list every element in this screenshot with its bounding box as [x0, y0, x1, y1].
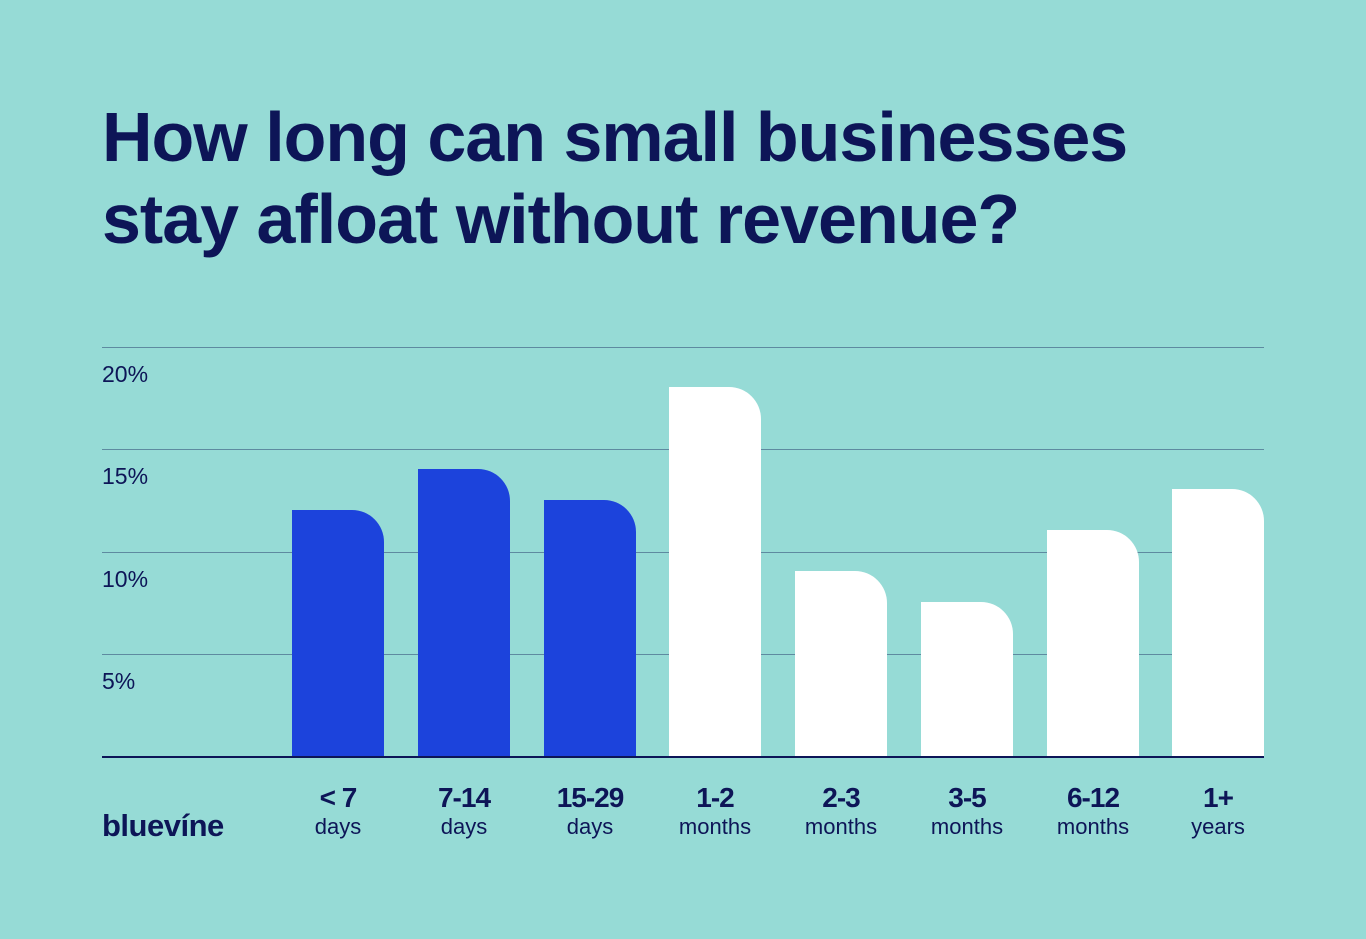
x-label-range: < 7 [319, 782, 358, 813]
x-label-unit: months [930, 814, 1004, 839]
x-label-range: 7-14 [437, 782, 491, 813]
x-label-range: 3-5 [948, 782, 986, 813]
y-tick-5: 5% [102, 668, 136, 694]
x-label-range: 1-2 [696, 782, 734, 813]
chart-title: How long can small businesses stay afloa… [102, 96, 1302, 260]
x-label-6-12-months: 6-12 months [1028, 782, 1158, 840]
x-label-unit: days [440, 814, 488, 839]
plot-area: 20% 15% 10% 5% [102, 347, 1264, 758]
y-tick-20: 20% [102, 361, 149, 387]
x-label-7-14-days: 7-14 days [399, 782, 529, 840]
x-label-range: 15-29 [556, 782, 625, 813]
x-axis-line [102, 756, 1264, 758]
bar-15-29-days [544, 500, 636, 756]
x-label-1-plus-years: 1+ years [1153, 782, 1283, 840]
x-label-range: 6-12 [1066, 782, 1120, 813]
x-label-2-3-months: 2-3 months [776, 782, 906, 840]
bar-1-plus-years [1172, 489, 1264, 756]
bar-lt-7-days [292, 510, 384, 756]
x-label-range: 1+ [1203, 782, 1234, 813]
gridline-20 [102, 347, 1264, 348]
x-label-15-29-days: 15-29 days [525, 782, 655, 840]
bar-6-12-months [1047, 530, 1139, 756]
x-label-unit: days [566, 814, 614, 839]
bar-7-14-days [418, 469, 510, 756]
title-line-1: How long can small businesses [102, 98, 1128, 176]
bar-2-3-months [795, 571, 887, 756]
title-line-2: stay afloat without revenue? [102, 180, 1020, 258]
bar-3-5-months [921, 602, 1013, 756]
bar-1-2-months [669, 387, 761, 756]
x-label-unit: months [678, 814, 752, 839]
x-label-unit: days [314, 814, 362, 839]
x-label-range: 2-3 [822, 782, 860, 813]
x-label-unit: years [1191, 814, 1245, 839]
y-tick-10: 10% [102, 566, 149, 592]
x-label-3-5-months: 3-5 months [902, 782, 1032, 840]
x-label-unit: months [1056, 814, 1130, 839]
x-label-1-2-months: 1-2 months [650, 782, 780, 840]
y-tick-15: 15% [102, 463, 149, 489]
x-label-lt-7-days: < 7 days [273, 782, 403, 840]
bluevine-logo: bluevíne [102, 808, 224, 843]
x-label-unit: months [804, 814, 878, 839]
